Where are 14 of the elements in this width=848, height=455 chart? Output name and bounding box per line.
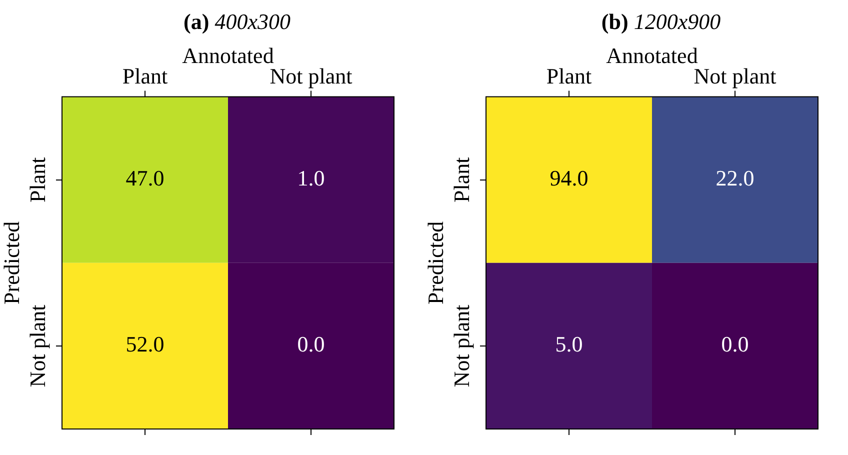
y-axis-title: Predicted	[422, 221, 448, 304]
x-tick-label: Plant	[122, 63, 168, 88]
chart-title: (b) 1200x900	[601, 9, 721, 34]
y-axis-title: Predicted	[0, 221, 24, 304]
data-label: 22.0	[716, 166, 754, 191]
data-label: 47.0	[126, 166, 164, 191]
x-tick-label: Plant	[546, 63, 592, 88]
data-label: 0.0	[297, 332, 325, 357]
data-label: 52.0	[126, 332, 164, 357]
chart-title: (a) 400x300	[184, 9, 290, 34]
data-label: 1.0	[297, 166, 325, 191]
data-label: 5.0	[555, 332, 583, 357]
data-label: 94.0	[550, 166, 588, 191]
data-label: 0.0	[721, 332, 749, 357]
